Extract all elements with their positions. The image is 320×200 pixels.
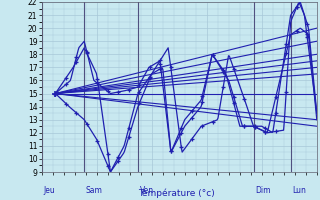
Text: Sam: Sam	[86, 186, 103, 195]
Text: Température (°c): Température (°c)	[138, 188, 214, 198]
Text: Lun: Lun	[292, 186, 306, 195]
Text: Dim: Dim	[255, 186, 271, 195]
Text: Ven: Ven	[140, 186, 154, 195]
Text: Jeu: Jeu	[43, 186, 55, 195]
